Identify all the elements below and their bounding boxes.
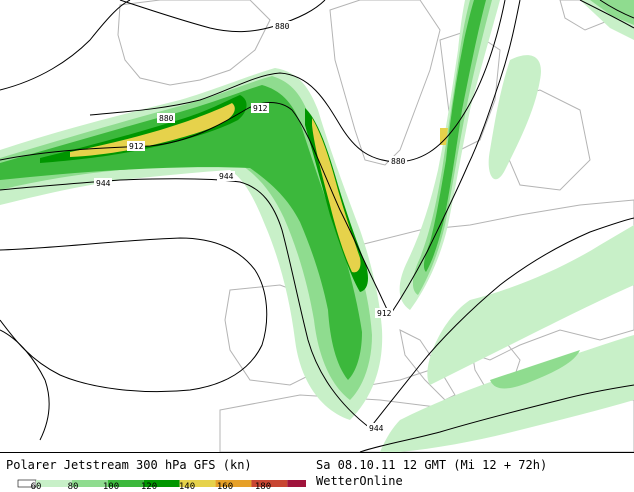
contour-label: 880 — [391, 157, 406, 166]
map-title: Polarer Jetstream 300 hPa GFS (kn) — [6, 458, 252, 472]
scale-segment — [71, 480, 108, 487]
contour-880-north — [0, 0, 131, 91]
contour-atlantic-loop — [0, 237, 268, 393]
scale-segment — [287, 480, 324, 487]
scale-segment — [107, 480, 144, 487]
scale-tick: 120 — [140, 482, 158, 492]
contour-label: 944 — [96, 179, 111, 188]
scale-segment — [179, 480, 216, 487]
contour-label: 880 — [275, 22, 290, 31]
contour-label: 944 — [369, 424, 384, 433]
jet-shading — [0, 0, 634, 452]
contour-label: 912 — [129, 142, 144, 151]
scale-segment — [36, 480, 72, 487]
scale-tick: 60 — [30, 482, 42, 492]
forecast-datetime: Sa 08.10.11 12 GMT (Mi 12 + 72h) — [316, 458, 548, 472]
credit-text: WetterOnline — [316, 474, 403, 488]
contour-lines — [0, 0, 634, 452]
scale-segment — [251, 480, 288, 487]
contour-912-main — [0, 0, 521, 316]
scale-segment — [143, 480, 180, 487]
jetstream-map: 880 880 880 912 912 912 944 944 944 — [0, 0, 634, 452]
contour-880-greenland — [119, 0, 326, 33]
scale-tick: 180 — [254, 482, 272, 492]
color-scale-bar — [17, 479, 334, 488]
contour-944-se — [359, 384, 634, 452]
contour-880-loop — [89, 0, 506, 163]
info-bar: Polarer Jetstream 300 hPa GFS (kn) Sa 08… — [0, 452, 634, 492]
contour-ne-arc — [599, 0, 634, 19]
contour-label: 944 — [219, 172, 234, 181]
scale-tick: 100 — [102, 482, 120, 492]
contour-label: 880 — [159, 114, 174, 123]
scale-tick: 140 — [178, 482, 196, 492]
map-canvas: 880 880 880 912 912 912 944 944 944 — [0, 0, 634, 452]
scale-tick: 80 — [67, 482, 79, 492]
scale-tick: 160 — [216, 482, 234, 492]
scale-segment — [215, 480, 252, 487]
contour-912-ne — [579, 0, 634, 29]
contour-label: 912 — [253, 104, 268, 113]
color-scale — [16, 473, 334, 488]
contour-label: 912 — [377, 309, 392, 318]
contour-labels: 880 880 880 912 912 912 944 944 944 — [94, 21, 407, 433]
contour-944-main — [0, 178, 634, 429]
contour-sw-small — [0, 329, 50, 441]
